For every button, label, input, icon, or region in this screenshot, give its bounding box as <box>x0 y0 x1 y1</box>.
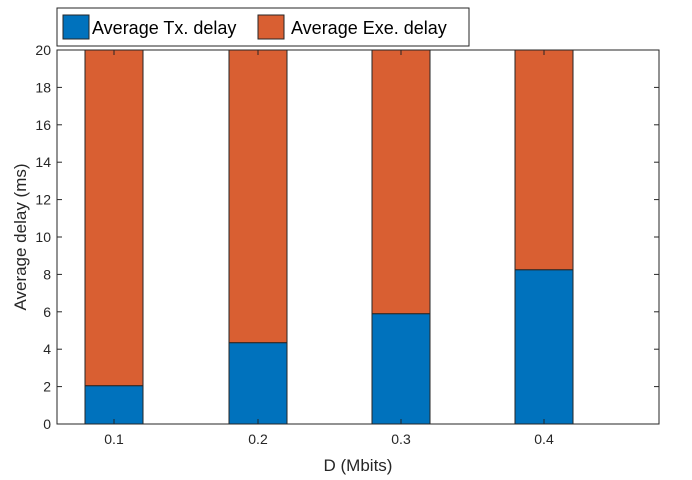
bar-segment-exe-0.4 <box>514 49 574 271</box>
legend-label-tx-delay: Average Tx. delay <box>92 18 236 38</box>
y-tick-label: 20 <box>35 42 51 58</box>
x-axis-title: D (Mbits) <box>324 456 393 475</box>
bar-segment-tx-0.1 <box>84 385 144 425</box>
y-tick-label: 14 <box>35 154 51 170</box>
y-tick-label: 16 <box>35 117 51 133</box>
bars-layer <box>84 49 574 425</box>
x-tick-label: 0.2 <box>248 431 268 447</box>
y-tick-label: 4 <box>43 341 51 357</box>
bar-segment-tx-0.2 <box>228 342 288 425</box>
plot-area-border <box>56 49 660 425</box>
bar-segment-tx-0.3 <box>371 313 431 425</box>
y-tick-label: 8 <box>43 266 51 282</box>
legend-swatch-tx-delay <box>62 14 90 40</box>
y-tick-label: 18 <box>35 79 51 95</box>
bar-segment-tx-0.4 <box>514 269 574 425</box>
y-axis-title: Average delay (ms) <box>11 163 30 310</box>
y-tick-label: 2 <box>43 379 51 395</box>
legend-label-exe-delay: Average Exe. delay <box>291 18 447 38</box>
bar-segment-exe-0.3 <box>371 49 431 315</box>
y-tick-label: 12 <box>35 192 51 208</box>
x-tick-label: 0.3 <box>391 431 411 447</box>
bar-segment-exe-0.2 <box>228 49 288 344</box>
y-tick-label: 0 <box>43 416 51 432</box>
y-tick-label: 6 <box>43 304 51 320</box>
legend-swatch-exe-delay <box>257 14 285 40</box>
y-axis-ticks: 0 2 4 6 8 10 12 14 16 18 20 <box>35 42 659 432</box>
bar-segment-exe-0.1 <box>84 49 144 387</box>
legend: Average Tx. delay Average Exe. delay <box>56 7 470 47</box>
y-tick-label: 10 <box>35 229 51 245</box>
x-tick-label: 0.1 <box>104 431 124 447</box>
x-axis-ticks: 0.1 0.2 0.3 0.4 <box>104 50 554 447</box>
x-tick-label: 0.4 <box>534 431 554 447</box>
